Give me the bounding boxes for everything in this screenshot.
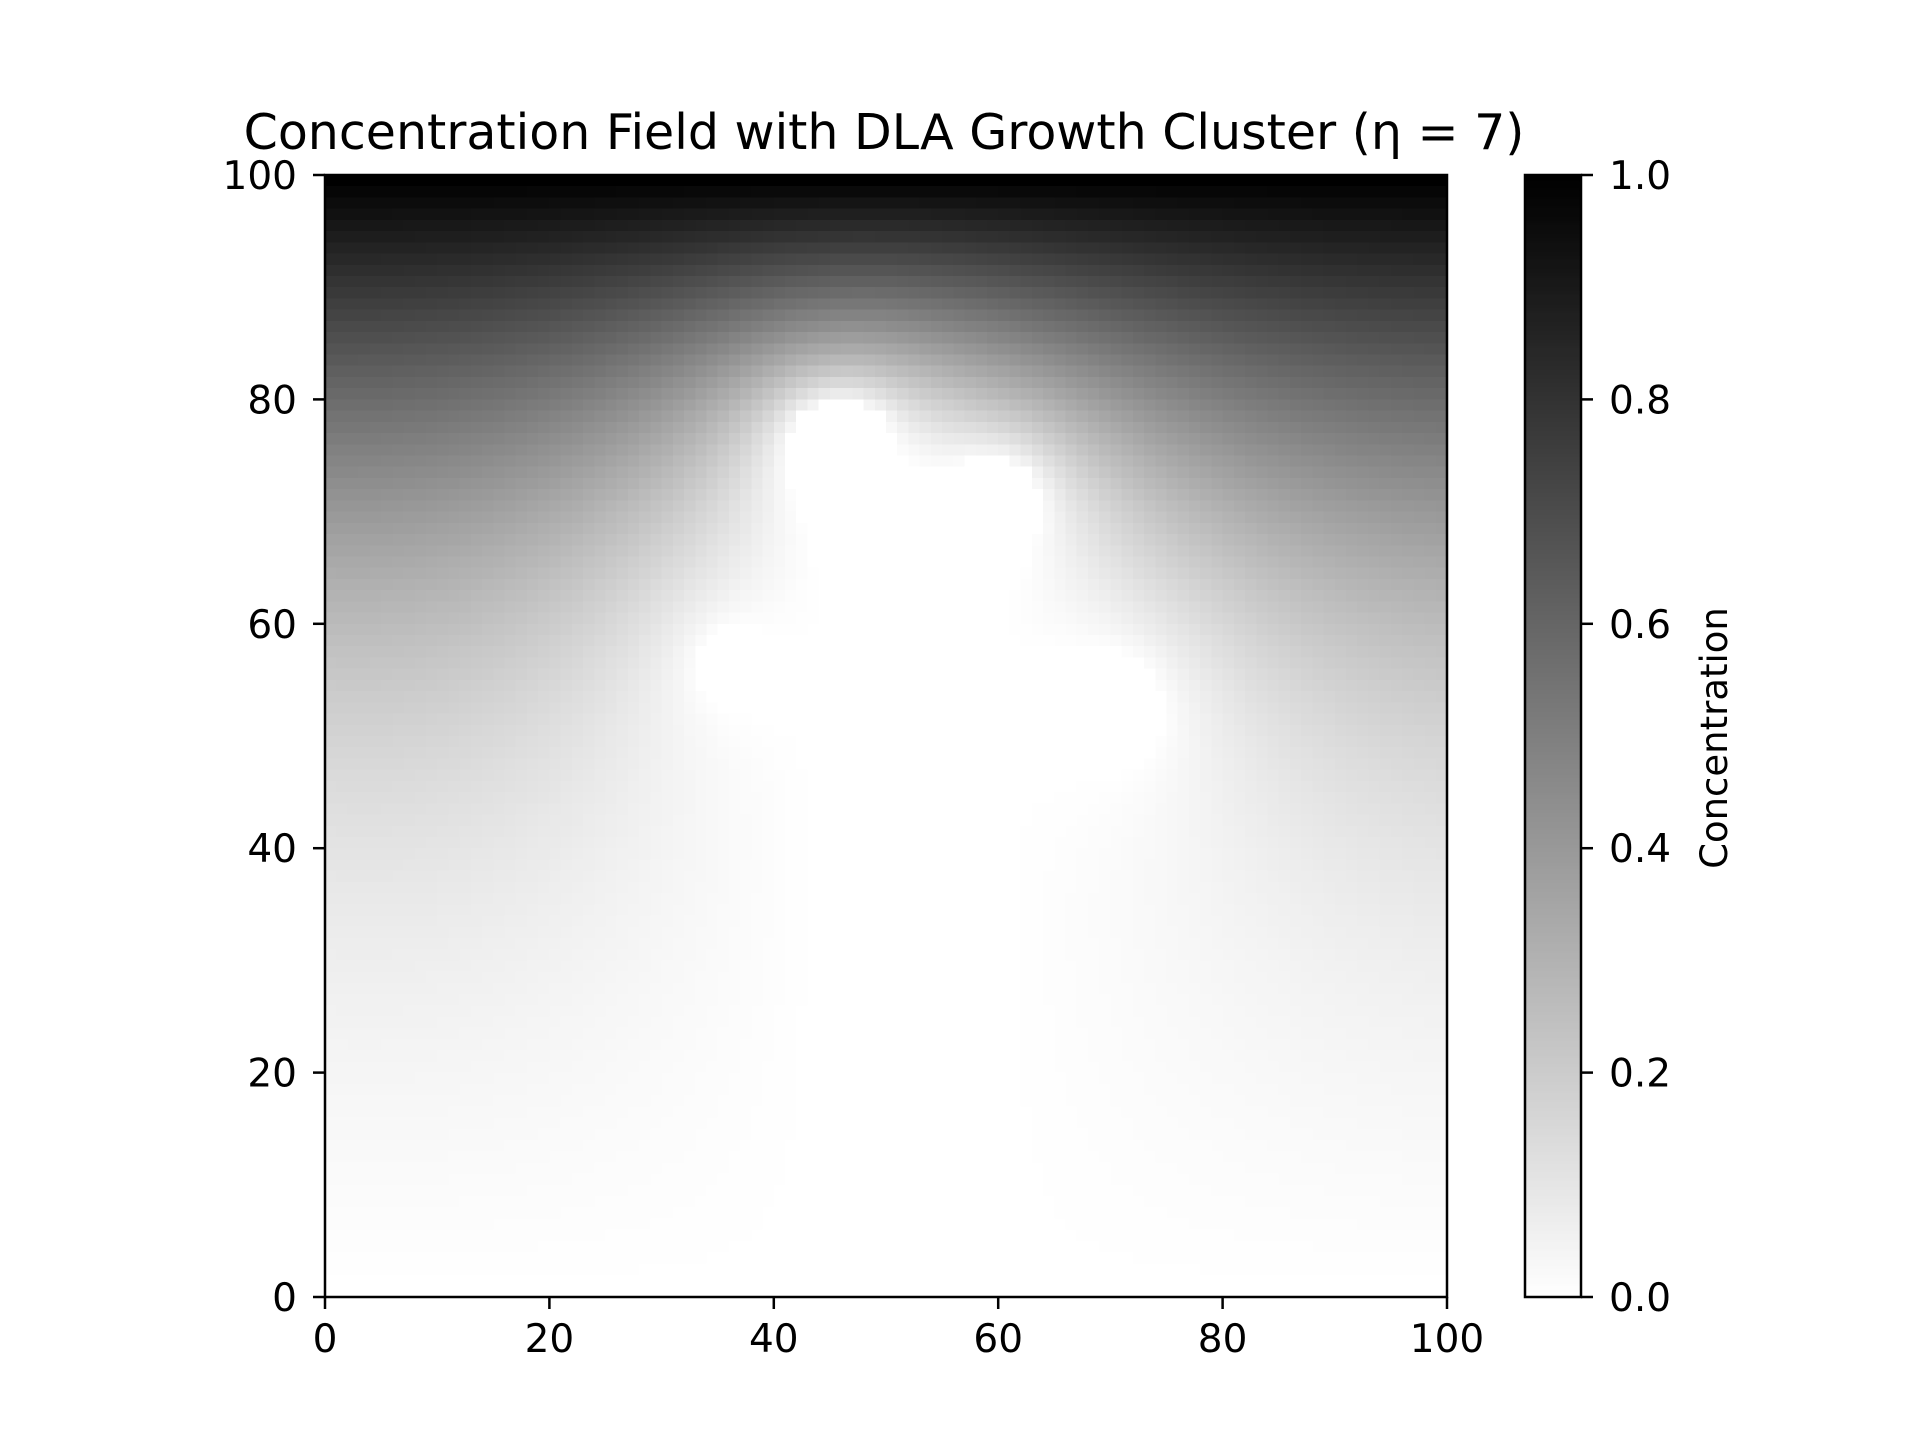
plot-frame [323, 173, 1449, 1299]
colorbar-tick-label: 0.4 [1609, 827, 1671, 872]
colorbar-tick-label: 0.8 [1609, 378, 1671, 423]
x-tick-label: 60 [973, 1317, 1023, 1362]
concentration-heatmap [325, 175, 1447, 1297]
y-axis: 0 20 40 60 80 100 [223, 154, 325, 1321]
chart-title: Concentration Field with DLA Growth Clus… [244, 104, 1525, 161]
x-tick-label: 100 [1410, 1317, 1484, 1362]
colorbar-frame [1523, 173, 1583, 1299]
colorbar-gradient [1525, 175, 1581, 1297]
y-tick-label: 60 [247, 603, 297, 648]
colorbar-ticks: 0.0 0.2 0.4 0.6 0.8 1.0 [1581, 154, 1671, 1321]
y-tick-label: 100 [223, 154, 297, 199]
plot-area: 0 20 40 60 80 100 0 20 40 60 80 100 [223, 154, 1485, 1362]
x-tick-label: 80 [1198, 1317, 1248, 1362]
y-tick-label: 0 [272, 1276, 297, 1321]
x-tick-label: 40 [749, 1317, 799, 1362]
y-tick-label: 20 [247, 1052, 297, 1097]
x-tick-label: 20 [525, 1317, 575, 1362]
colorbar-tick-label: 1.0 [1609, 154, 1671, 199]
x-axis: 0 20 40 60 80 100 [313, 1297, 1484, 1362]
y-tick-label: 40 [247, 827, 297, 872]
colorbar-label: Concentration [1693, 607, 1736, 869]
y-tick-label: 80 [247, 378, 297, 423]
x-tick-label: 0 [313, 1317, 338, 1362]
colorbar-tick-label: 0.0 [1609, 1276, 1671, 1321]
colorbar-tick-label: 0.2 [1609, 1052, 1671, 1097]
colorbar-tick-label: 0.6 [1609, 603, 1671, 648]
colorbar: 0.0 0.2 0.4 0.6 0.8 1.0 Concentration [1523, 154, 1736, 1321]
